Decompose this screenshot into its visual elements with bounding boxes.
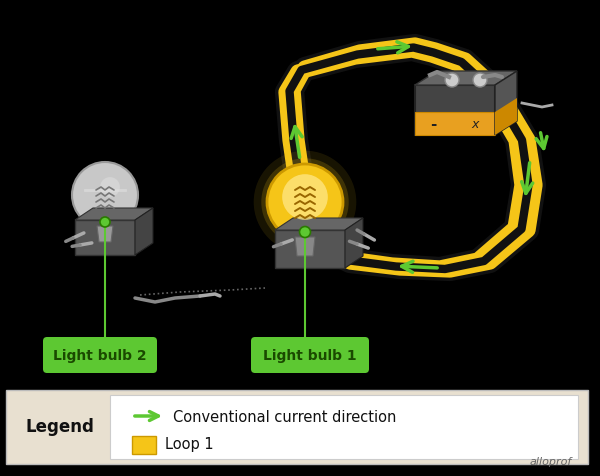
Circle shape [254,151,356,253]
Circle shape [72,162,138,228]
Circle shape [282,174,328,220]
Circle shape [299,227,311,238]
Text: Light bulb 1: Light bulb 1 [263,349,357,363]
Circle shape [100,217,110,227]
Polygon shape [75,208,153,220]
Circle shape [267,164,343,240]
Polygon shape [275,230,345,268]
Polygon shape [415,112,495,135]
Circle shape [261,159,349,246]
Text: -: - [430,117,436,131]
Polygon shape [295,237,315,256]
Polygon shape [345,218,363,268]
FancyBboxPatch shape [43,337,157,373]
Circle shape [445,73,459,87]
Polygon shape [135,208,153,255]
FancyBboxPatch shape [132,436,156,454]
Text: x: x [472,118,479,130]
Text: alloprof: alloprof [530,457,572,467]
Polygon shape [415,85,495,135]
FancyBboxPatch shape [251,337,369,373]
Text: Light bulb 2: Light bulb 2 [53,349,147,363]
Polygon shape [97,226,113,242]
Polygon shape [75,220,135,255]
FancyBboxPatch shape [110,395,578,459]
Circle shape [473,73,487,87]
Text: Loop 1: Loop 1 [165,437,214,453]
Circle shape [100,177,120,197]
Polygon shape [495,71,517,135]
FancyBboxPatch shape [6,390,588,464]
Polygon shape [495,98,517,135]
Text: Legend: Legend [26,418,94,436]
Polygon shape [415,71,517,85]
Polygon shape [275,218,363,230]
Text: Conventional current direction: Conventional current direction [173,409,397,425]
